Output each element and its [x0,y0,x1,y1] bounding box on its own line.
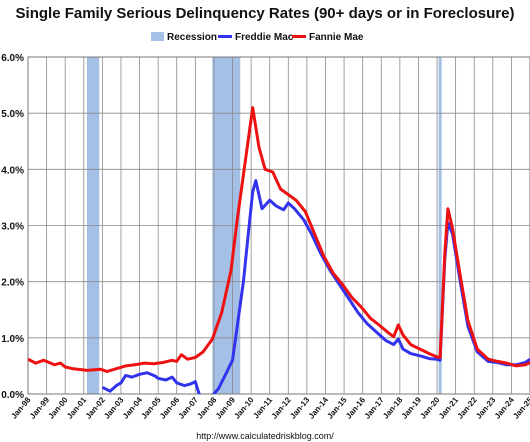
plot-border [27,56,530,395]
source-url: http://www.calculatedriskblog.com/ [196,431,334,441]
plot-area: 0.0%1.0%2.0%3.0%4.0%5.0%6.0%Jan-98Jan-99… [1,53,530,421]
legend: Recession Freddie Mac Fannie Mae [151,32,364,43]
x-tick-label-12: Jan-10 [232,395,256,421]
y-tick-label-5: 5.0% [1,109,24,120]
legend-swatch-recession [151,32,164,41]
legend-label-recession: Recession [167,32,217,43]
y-tick-label-0: 0.0% [1,390,24,401]
y-tick-label-1: 1.0% [1,334,24,345]
legend-label-fannie: Fannie Mae [309,32,364,43]
y-tick-label-4: 4.0% [1,165,24,176]
x-tick-label-27: Jan-25 [511,395,530,421]
y-tick-label-2: 2.0% [1,278,24,289]
y-tick-label-3: 3.0% [1,222,24,233]
series-line-fannie-mae [28,106,530,373]
y-tick-label-6: 6.0% [1,53,24,64]
chart-title: Single Family Serious Delinquency Rates … [16,5,515,22]
legend-label-freddie: Freddie Mac [235,32,294,43]
